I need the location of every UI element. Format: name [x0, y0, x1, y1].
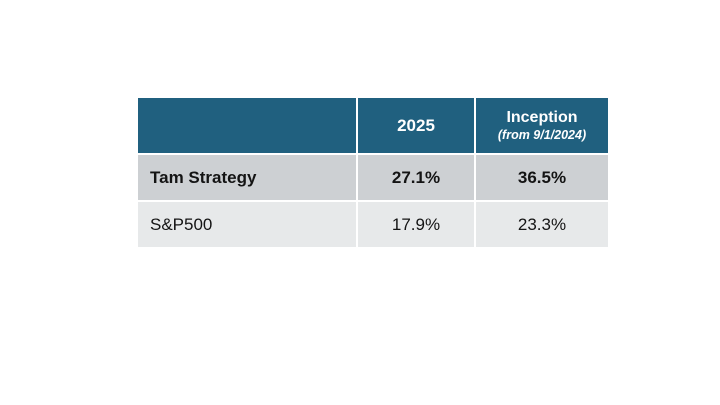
header-cell-inception: Inception (from 9/1/2024) — [476, 98, 608, 153]
row-sp500-inception-value: 23.3% — [476, 202, 608, 247]
row-sp500-2025-value: 17.9% — [358, 202, 474, 247]
performance-table: 2025 Inception (from 9/1/2024) Tam Strat… — [138, 98, 608, 247]
row-tam-strategy-label: Tam Strategy — [138, 155, 356, 200]
inception-title: Inception — [506, 108, 578, 126]
header-cell-2025: 2025 — [358, 98, 474, 153]
header-cell-blank — [138, 98, 356, 153]
row-sp500-label: S&P500 — [138, 202, 356, 247]
row-tam-strategy-inception-value: 36.5% — [476, 155, 608, 200]
inception-subtitle: (from 9/1/2024) — [497, 128, 587, 142]
row-tam-strategy-2025-value: 27.1% — [358, 155, 474, 200]
